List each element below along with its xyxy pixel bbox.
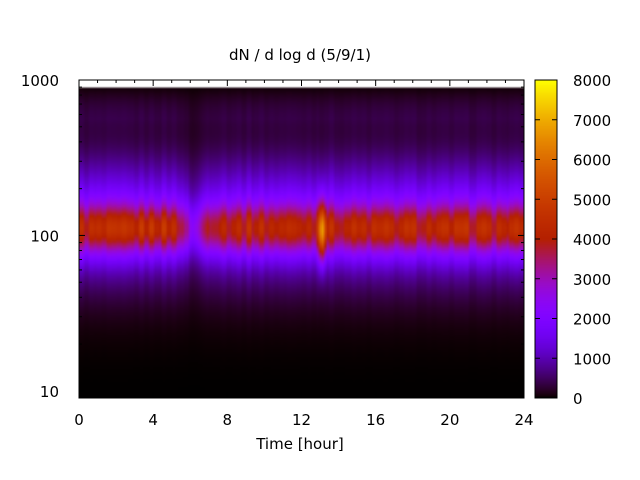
plot-layer <box>79 80 524 398</box>
x-tick-label: 4 <box>148 411 158 429</box>
y-tick-label: 10 <box>40 383 59 401</box>
colorbar-gradient <box>535 80 557 398</box>
colorbar-tick-label: 2000 <box>573 311 611 329</box>
heatmap-image <box>79 80 524 398</box>
colorbar-tick-label: 1000 <box>573 350 611 368</box>
y-tick-label: 100 <box>30 227 59 245</box>
x-tick-label: 8 <box>223 411 233 429</box>
colorbar-tick-label: 6000 <box>573 152 611 170</box>
x-tick-label: 0 <box>74 411 84 429</box>
colorbar: 0 1000 2000 3000 4000 5000 6000 7000 8000 <box>534 72 611 408</box>
colorbar-tick-label: 4000 <box>573 231 611 249</box>
colorbar-tick-label: 7000 <box>573 112 611 130</box>
chart-title: dN / d log d (5/9/1) <box>229 46 371 64</box>
x-tick-label: 20 <box>440 411 459 429</box>
y-tick-label: 1000 <box>21 72 59 90</box>
colorbar-tick-label: 5000 <box>573 191 611 209</box>
x-tick-label: 12 <box>292 411 311 429</box>
x-tick-label: 24 <box>514 411 533 429</box>
axes-layer: 0 4 8 12 16 20 24 10 100 1000 <box>21 72 534 429</box>
colorbar-tick-label: 3000 <box>573 271 611 289</box>
colorbar-tick-label: 0 <box>573 390 583 408</box>
x-axis-label: Time [hour] <box>255 435 344 453</box>
x-tick-label: 16 <box>366 411 385 429</box>
colorbar-tick-label: 8000 <box>573 72 611 90</box>
